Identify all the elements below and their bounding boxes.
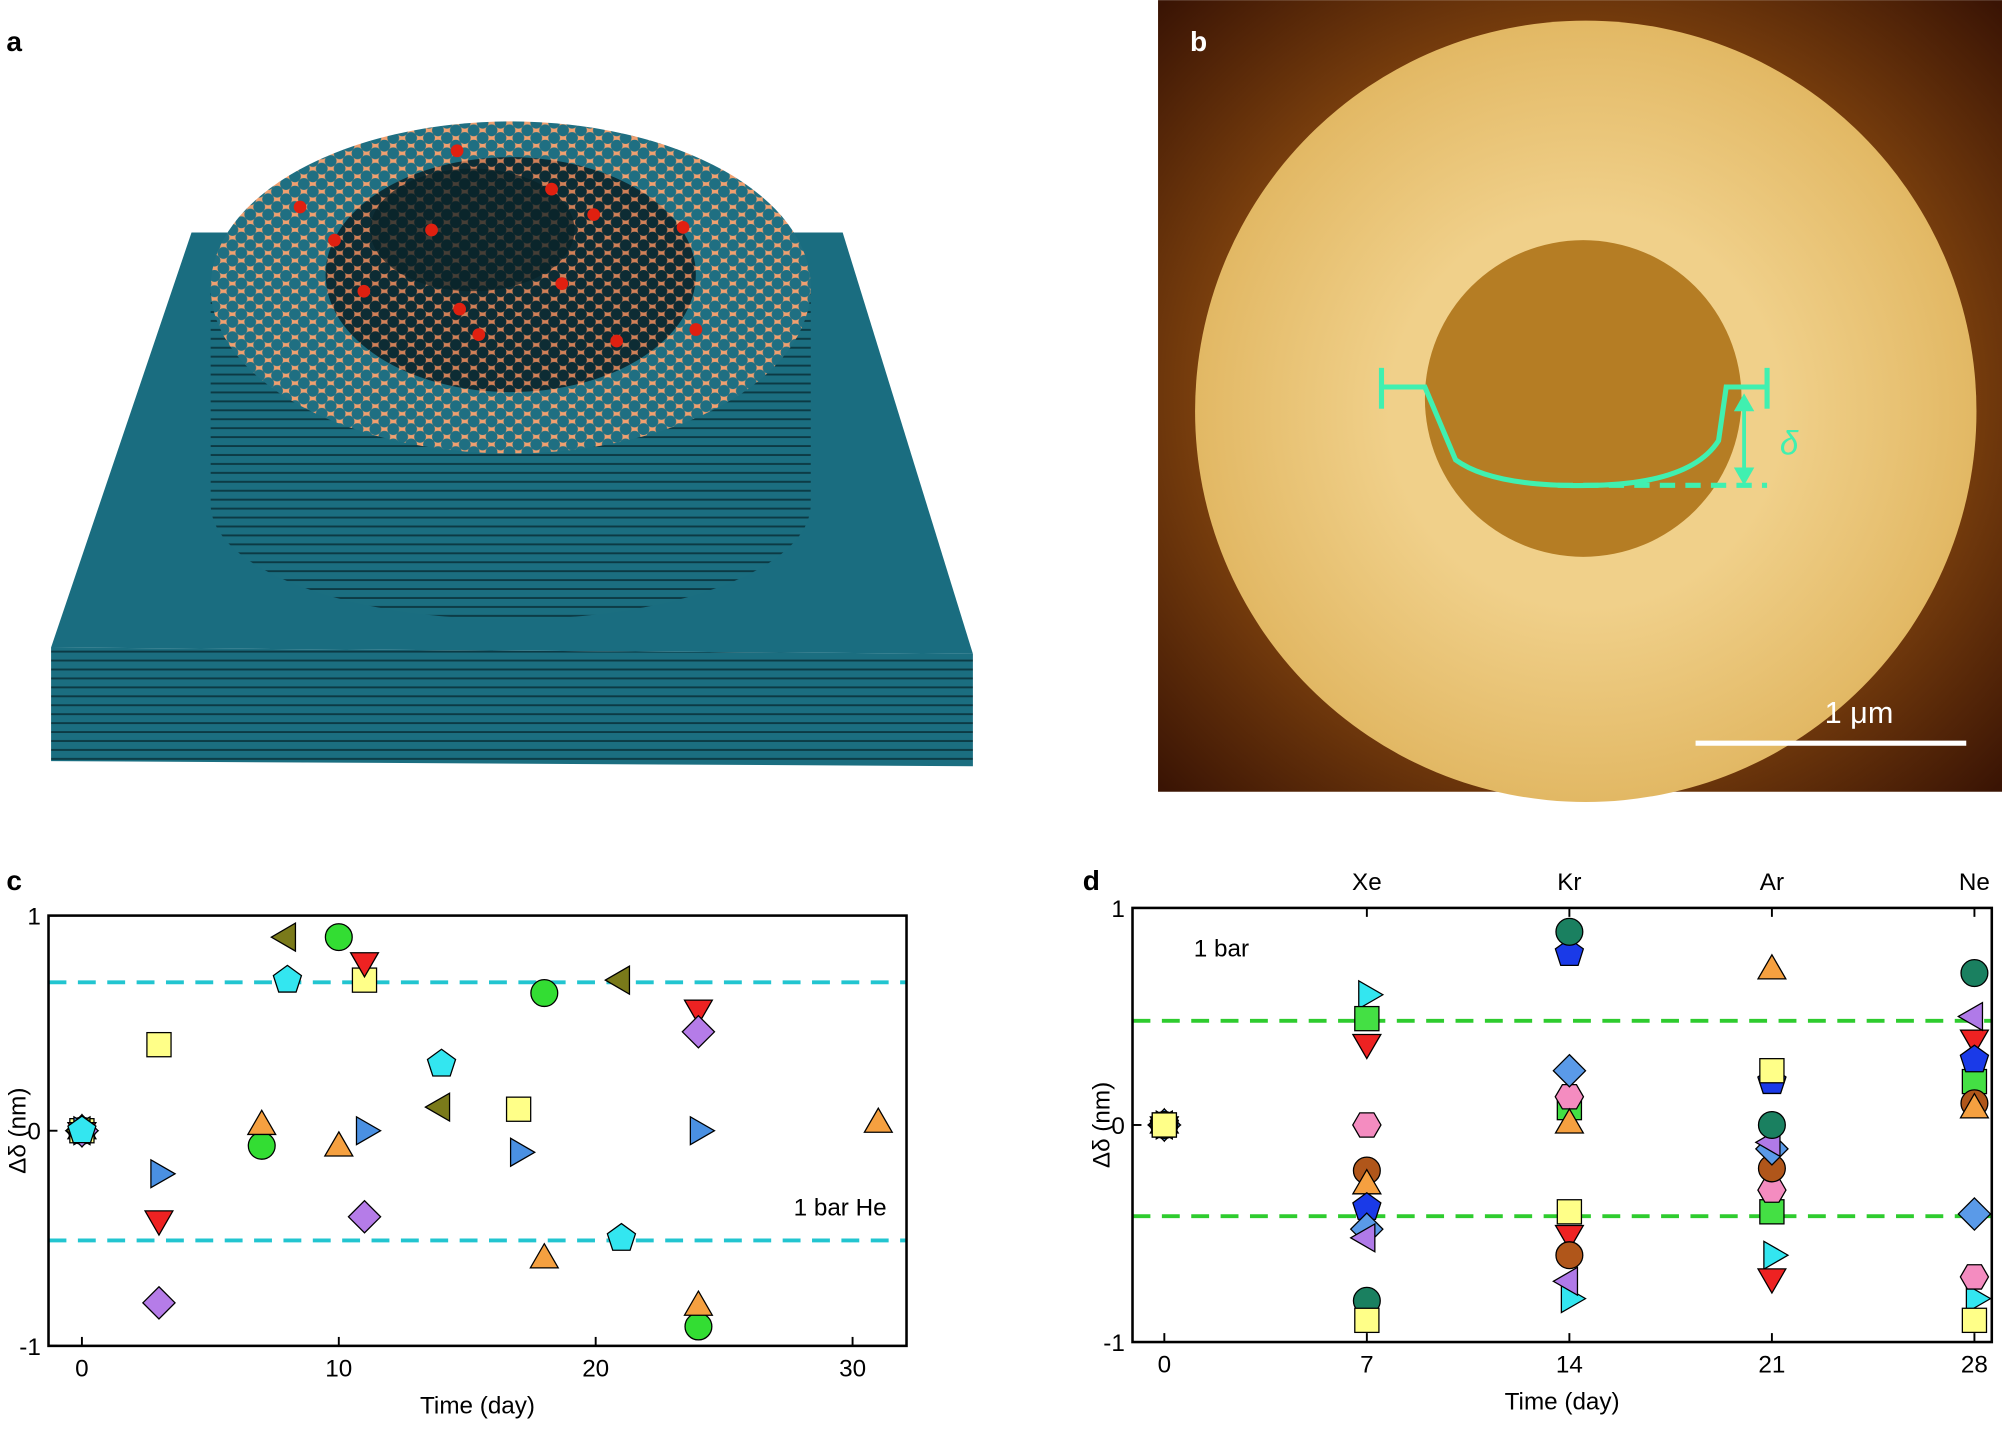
marker [1555,917,1584,946]
marker [1959,1264,1990,1290]
marker [1554,1084,1585,1110]
marker [1757,1110,1786,1140]
marker [349,952,380,979]
x2-tick-label: Kr [1557,869,1581,896]
y-tick-label: 0 [1111,1113,1125,1140]
marker [683,999,714,1026]
marker [272,964,303,993]
marker [689,1115,716,1146]
marker [141,1285,176,1320]
marker [1959,1044,1990,1073]
x-tick-label: 10 [325,1356,352,1383]
marker [1358,979,1385,1010]
panel-label: b [1190,26,1207,57]
marker [146,1031,172,1058]
marker [1552,1266,1579,1297]
marker [1151,1112,1178,1138]
x2-tick-label: Ne [1959,869,1990,896]
annotation: 1 bar [1194,935,1249,962]
x-tick-label: 0 [1158,1352,1172,1379]
marker [1555,1241,1584,1270]
marker [1959,1029,1990,1056]
marker [684,1312,713,1341]
marker [246,1109,277,1136]
marker [1349,1222,1376,1253]
marker [424,1092,451,1123]
x2-tick-label: Ar [1760,869,1784,896]
marker [1759,1058,1785,1084]
marker [347,1199,382,1234]
plot-frame [47,914,908,1348]
marker [1354,1307,1380,1334]
marker [505,1096,532,1122]
marker [681,1014,716,1049]
delta-label: δ [1780,426,1799,463]
marker [1960,959,1989,988]
marker [606,1222,637,1251]
marker [683,1289,714,1316]
marker [1556,1199,1583,1225]
annotation: 1 bar He [794,1195,887,1222]
marker [426,1048,457,1077]
panel-label: d [1083,865,1100,896]
x2-tick-label: Xe [1352,869,1382,896]
marker [1965,1283,1992,1314]
afm-image-b [1158,0,2002,802]
marker [1763,1240,1790,1271]
marker [604,965,631,996]
marker [509,1137,536,1168]
y-tick-label: 1 [1111,896,1125,923]
x-tick-label: 14 [1556,1352,1583,1379]
marker [247,1131,276,1160]
x-tick-label: 21 [1758,1352,1785,1379]
marker [1354,1005,1380,1032]
marker [1352,1112,1382,1138]
y-axis-label: Δδ (nm) [1089,1082,1116,1168]
marker [530,978,559,1008]
marker [1351,1033,1382,1060]
marker [150,1158,177,1189]
marker [1554,1107,1585,1134]
marker [1961,1307,1988,1334]
marker [1552,1053,1587,1088]
marker [67,1115,97,1144]
panel-label: a [6,26,22,57]
y-axis-label: Δδ (nm) [5,1088,32,1174]
x-axis-label: Time (day) [420,1393,535,1420]
marker [1959,1092,1990,1119]
y-tick-label: 1 [27,904,41,931]
y-tick-label: -1 [19,1334,41,1361]
marker [1554,938,1585,967]
marker [355,1115,382,1146]
marker [863,1106,894,1133]
marker [1756,1268,1787,1295]
marker [1554,1224,1585,1251]
x-tick-label: 0 [75,1356,89,1383]
y-tick-label: -1 [1103,1330,1125,1357]
marker [270,922,297,953]
y-tick-label: 0 [27,1119,41,1146]
marker [1759,1199,1785,1225]
marker [323,1130,354,1157]
x-tick-label: 7 [1360,1352,1374,1379]
render-a [51,121,973,767]
marker [529,1242,560,1269]
marker [143,1210,174,1237]
x-tick-label: 20 [582,1356,609,1383]
marker [1957,1196,1992,1231]
marker [1957,1001,1984,1032]
scale-bar-label: 1 μm [1825,696,1894,730]
marker [1756,953,1787,980]
x-axis-label: Time (day) [1505,1389,1620,1416]
x-tick-label: 30 [839,1356,866,1383]
panel-label: c [6,865,22,896]
marker [324,923,353,952]
x-tick-label: 28 [1961,1352,1988,1379]
